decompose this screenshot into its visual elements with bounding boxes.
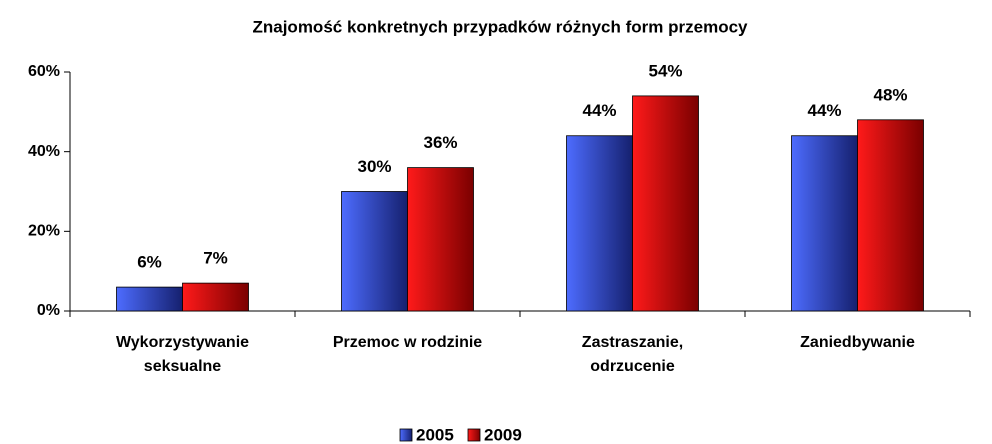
bar	[857, 119, 924, 312]
y-tick-label: 60%	[28, 63, 60, 80]
y-tick-label: 40%	[28, 143, 60, 160]
y-tick-label: 20%	[28, 223, 60, 240]
value-label: 48%	[873, 85, 907, 104]
bar	[566, 135, 633, 312]
y-tick-label: 0%	[37, 302, 60, 319]
x-tick-label: Przemoc w rodzinie	[333, 334, 482, 351]
bar	[407, 167, 474, 312]
legend-label: 2009	[484, 425, 522, 444]
legend-swatch	[399, 428, 413, 442]
bar	[632, 95, 699, 312]
legend-label: 2005	[416, 425, 454, 444]
value-label: 7%	[203, 249, 228, 268]
value-label: 54%	[648, 61, 682, 80]
value-label: 44%	[807, 101, 841, 120]
legend-swatch	[467, 428, 481, 442]
value-label: 6%	[137, 253, 162, 272]
value-label: 30%	[357, 157, 391, 176]
bar	[182, 282, 249, 312]
value-label: 36%	[423, 133, 457, 152]
x-tick-label: Zastraszanie, odrzucenie	[582, 334, 683, 375]
bar	[341, 191, 408, 312]
bar	[116, 286, 183, 312]
x-tick-label: Zaniedbywanie	[800, 334, 915, 351]
chart-title: Znajomość konkretnych przypadków różnych…	[252, 17, 748, 36]
bar	[791, 135, 858, 312]
value-label: 44%	[582, 101, 616, 120]
x-tick-label: Wykorzystywanie seksualne	[116, 334, 249, 375]
